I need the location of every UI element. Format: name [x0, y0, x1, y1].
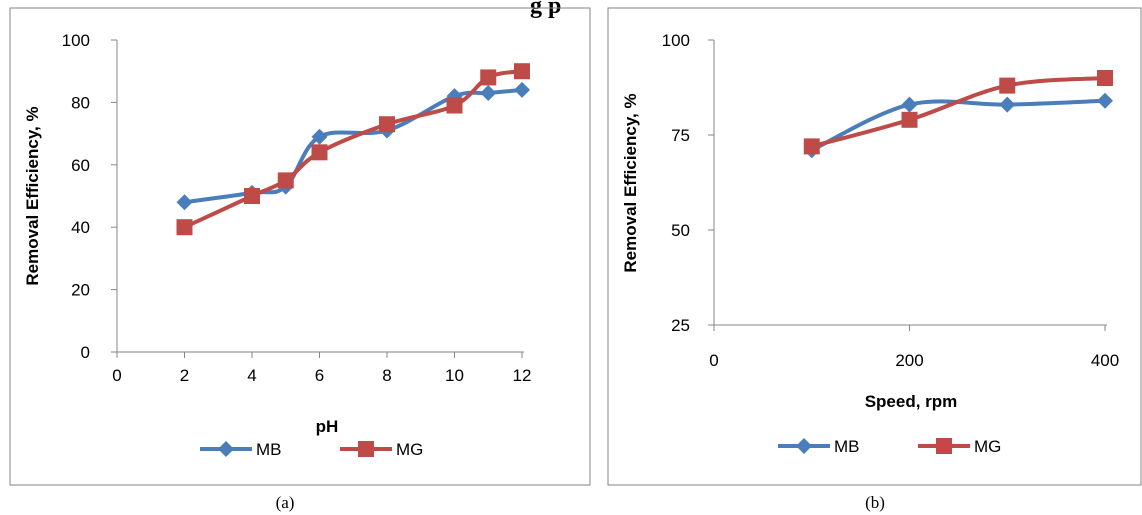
- data-point-mg: [999, 77, 1016, 94]
- legend-label: MB: [256, 440, 282, 459]
- data-point-mb: [176, 194, 193, 211]
- x-tick-label: 10: [445, 366, 464, 385]
- data-point-mg: [379, 116, 395, 133]
- legend-marker-mb: [796, 438, 812, 454]
- y-axis-title: Removal Efficiency, %: [621, 93, 640, 272]
- data-point-mg: [277, 172, 294, 189]
- x-tick-label: 400: [1091, 351, 1119, 370]
- data-point-mg: [901, 111, 918, 128]
- legend: MB MG: [778, 437, 1001, 456]
- y-tick-label: 100: [662, 31, 690, 50]
- series-line-mg: [811, 76, 1106, 149]
- data-point-mg: [311, 144, 328, 161]
- data-point-mg: [514, 63, 530, 80]
- figure-top-text: g p: [530, 0, 561, 19]
- series-mb: [176, 81, 530, 211]
- x-tick-label: 8: [382, 366, 391, 385]
- series-mg: [803, 70, 1113, 155]
- legend-marker-mg: [936, 438, 952, 454]
- x-tick-label: 0: [709, 351, 718, 370]
- y-axis-title: Removal Efficiency, %: [23, 106, 42, 285]
- x-axis-title: Speed, rpm: [865, 392, 958, 411]
- series-mg: [176, 63, 530, 236]
- caption-a: (a): [276, 493, 295, 512]
- series-line-mb: [184, 87, 523, 205]
- y-tick-label: 75: [671, 126, 690, 145]
- x-tick-label: 6: [315, 366, 324, 385]
- data-point-mg: [176, 219, 193, 236]
- data-point-mb: [514, 81, 530, 98]
- x-tick-label: 12: [513, 366, 532, 385]
- chart-b-frame: [607, 7, 1142, 486]
- x-tick-label: 4: [247, 366, 256, 385]
- data-point-mb: [999, 96, 1016, 113]
- data-point-mb: [901, 96, 918, 113]
- y-tick-label: 60: [71, 156, 90, 175]
- data-point-mg: [480, 69, 497, 86]
- data-point-mg: [446, 97, 463, 114]
- legend-marker-mb: [218, 441, 234, 457]
- x-tick-label: 0: [112, 366, 121, 385]
- legend-item-mb: MB: [778, 437, 860, 456]
- series-line-mb: [810, 98, 1106, 153]
- chart-a: 0 20 40 60 80 100 0 2 4 6 8 10 12 Removal Efficiency,…: [23, 31, 531, 459]
- data-point-mg: [244, 188, 260, 204]
- data-point-mb: [311, 128, 328, 145]
- y-tick-label: 0: [81, 343, 90, 362]
- chart-a-frame: [9, 7, 591, 486]
- legend-label: MG: [396, 440, 423, 459]
- series-line-mg: [183, 69, 523, 230]
- data-point-mg: [1097, 70, 1113, 86]
- legend-marker-mg: [358, 441, 374, 457]
- legend-label: MB: [834, 437, 860, 456]
- caption-b: (b): [865, 493, 885, 512]
- legend-item-mg: MG: [918, 437, 1001, 456]
- y-tick-label: 20: [71, 281, 90, 300]
- x-axis-title: pH: [316, 417, 339, 436]
- chart-b: 25 50 75 100 0 200 400 Removal Efficiency, % Spe…: [621, 31, 1119, 456]
- x-tick-label: 2: [180, 366, 189, 385]
- y-tick-label: 40: [71, 218, 90, 237]
- y-tick-label: 80: [71, 93, 90, 112]
- legend-label: MG: [974, 437, 1001, 456]
- legend-item-mg: MG: [340, 440, 423, 459]
- data-point-mb: [1097, 92, 1113, 109]
- data-point-mg: [803, 138, 820, 155]
- legend: MB MG: [200, 440, 423, 459]
- y-tick-label: 25: [671, 316, 690, 335]
- y-tick-label: 100: [62, 31, 90, 50]
- x-tick-label: 200: [895, 351, 923, 370]
- y-tick-label: 50: [671, 221, 690, 240]
- data-point-mb: [480, 85, 497, 102]
- legend-item-mb: MB: [200, 440, 282, 459]
